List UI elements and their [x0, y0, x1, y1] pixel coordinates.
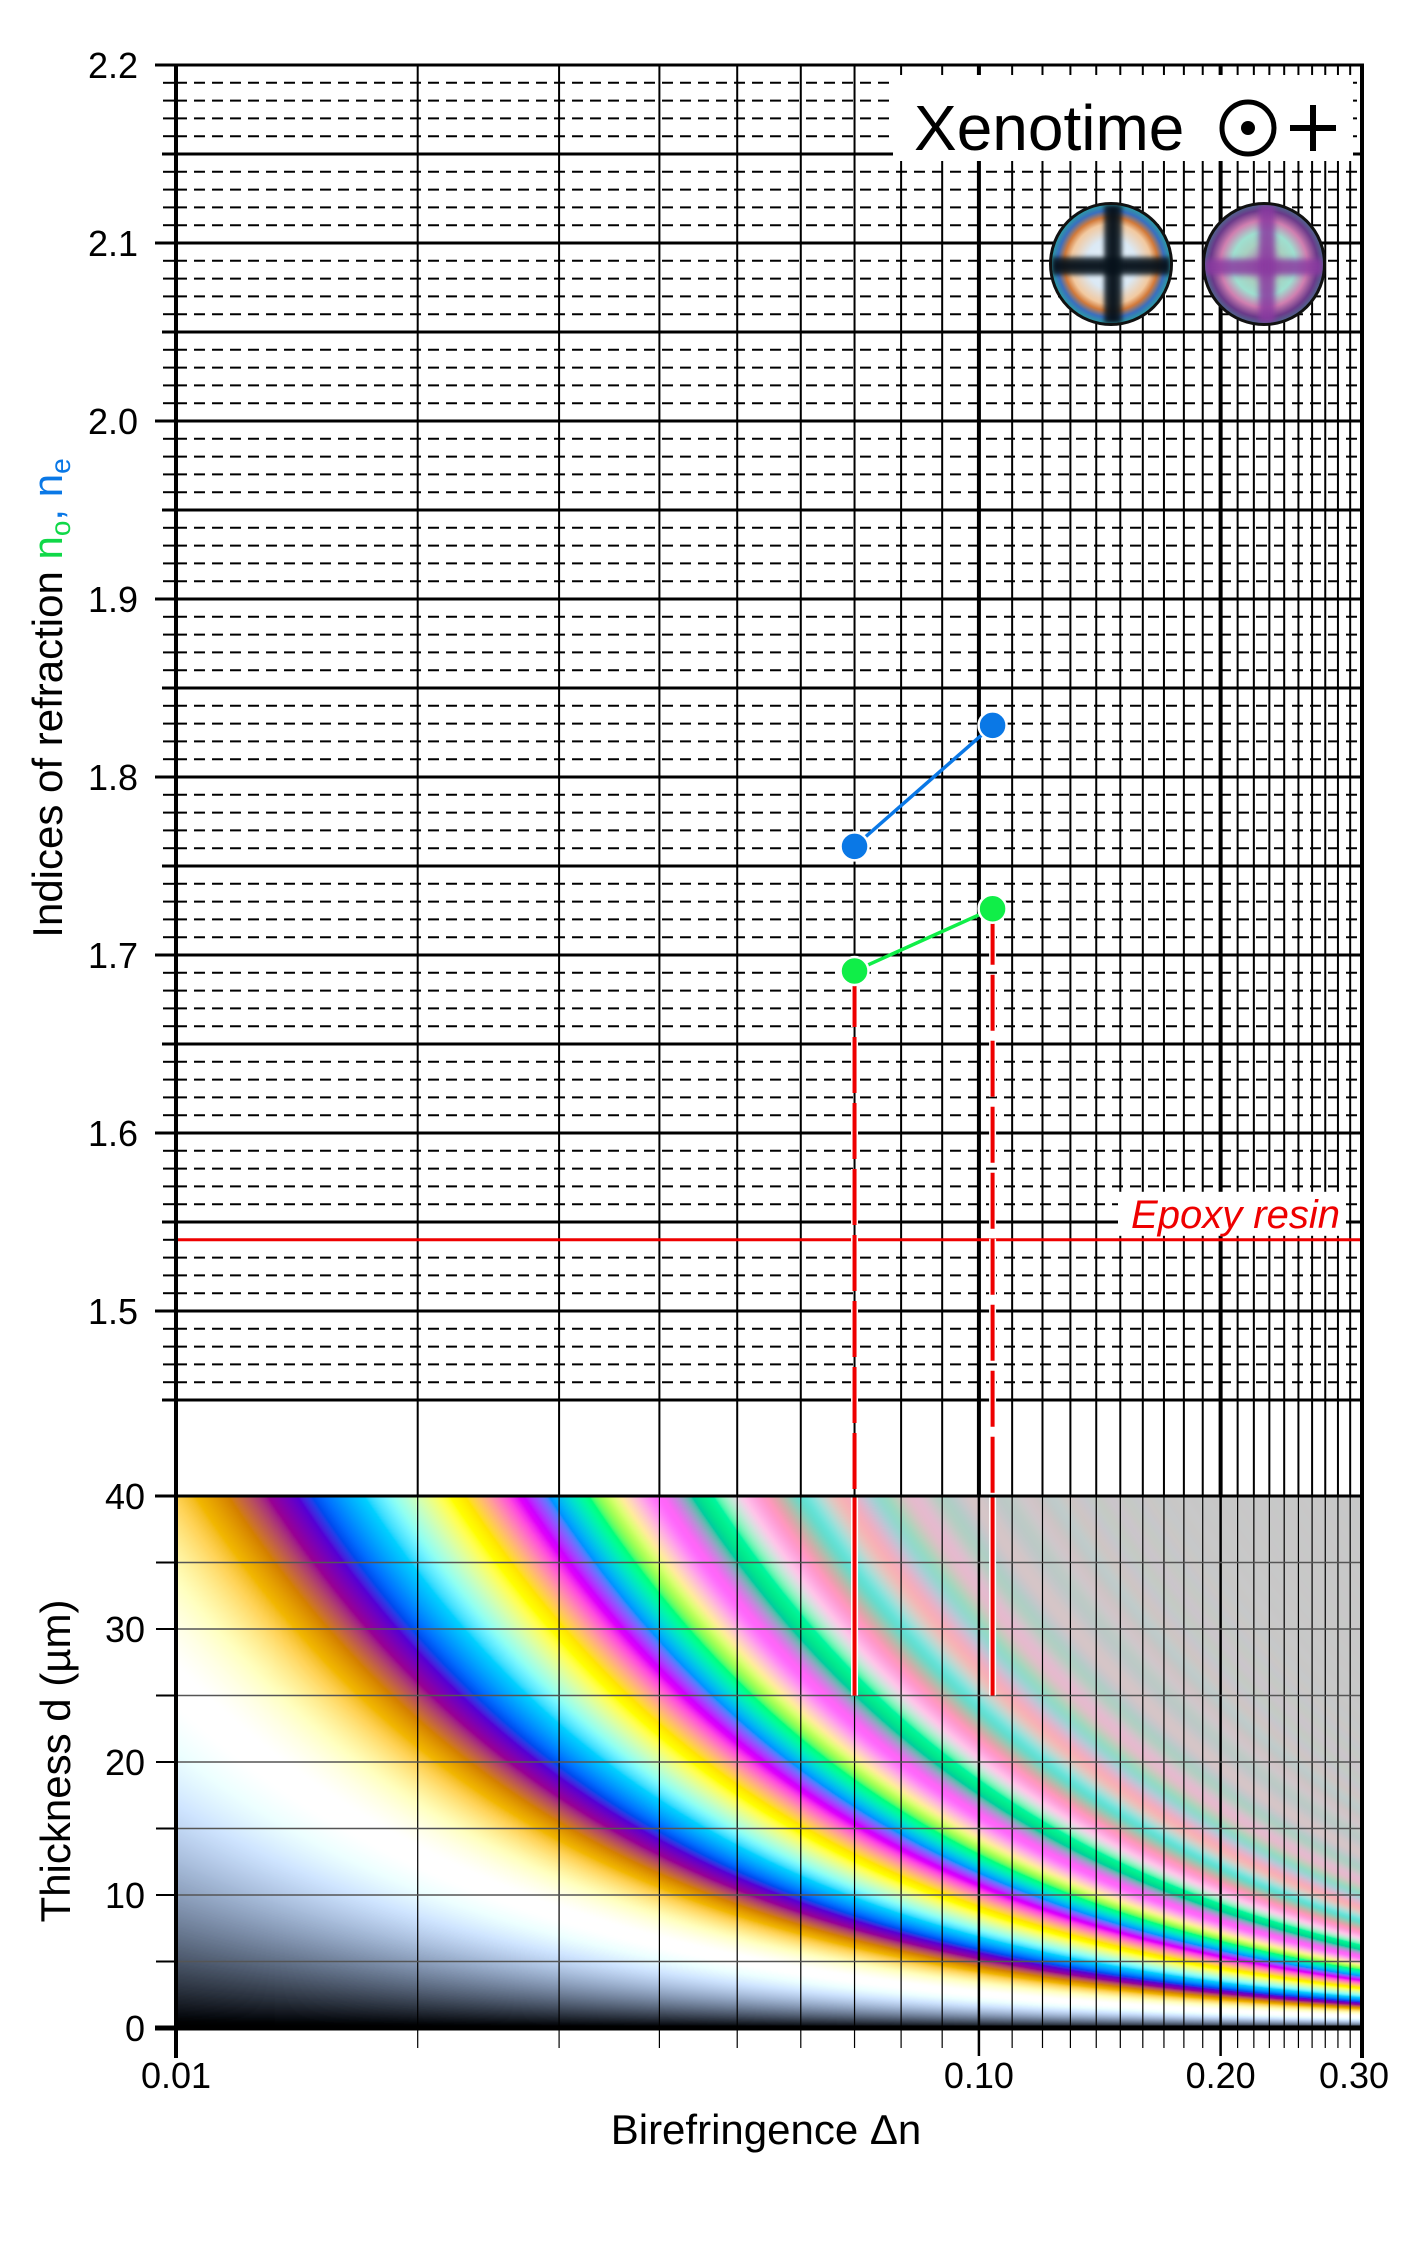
- title-background: [893, 75, 1353, 161]
- conoscopic-image-crossed-polars: [1049, 202, 1173, 326]
- label-separator: ,: [24, 497, 71, 520]
- y-upper-tick-label: 1.8: [88, 757, 138, 798]
- epoxy-label-background: [1118, 1191, 1346, 1236]
- chart-title: Xenotime: [914, 92, 1184, 164]
- x-tick-label: 0.20: [1186, 2055, 1256, 2096]
- y-axis-lower-label: Thickness d (µm): [32, 1600, 79, 1923]
- epoxy-resin-label: Epoxy resin: [1131, 1193, 1340, 1237]
- y-upper-tick-label: 1.9: [88, 579, 138, 620]
- y-axis-upper-label-text: Indices of refraction: [24, 571, 71, 938]
- x-axis-label: Birefringence Δn: [611, 2106, 922, 2153]
- y-lower-tick-label: 10: [105, 1875, 145, 1916]
- y-axis-upper-label: Indices of refraction no, ne: [24, 458, 76, 937]
- data-point-n-o: [839, 955, 870, 987]
- y-upper-tick-label: 1.7: [88, 935, 138, 976]
- y-upper-tick-label: 2.0: [88, 401, 138, 442]
- data-point-n-e: [839, 831, 870, 862]
- y-lower-tick-label: 40: [105, 1476, 145, 1517]
- y-lower-tick-label: 30: [105, 1609, 145, 1650]
- no-symbol: n: [24, 536, 71, 559]
- data-point-n-o: [977, 893, 1008, 924]
- title-box: Xenotime: [893, 75, 1353, 164]
- y-lower-tick-label: 20: [105, 1742, 145, 1783]
- y-upper-tick-label: 2.2: [88, 45, 138, 86]
- conoscopic-image-with-compensator: [1202, 202, 1326, 326]
- x-tick-label: 0.10: [944, 2055, 1014, 2096]
- ne-subscript: e: [45, 458, 76, 474]
- series-line-n-o: [853, 907, 994, 973]
- y-lower-tick-label: 0: [125, 2008, 145, 2049]
- data-point-n-e: [977, 710, 1008, 741]
- axes: 1.5 1.6 1.7 1.8 1.9 2.0 2.1 2.2 0 10 20 30 40 0.01 0.1…: [88, 45, 1389, 2096]
- reference-lines: Epoxy resin: [176, 1191, 1362, 1242]
- x-tick-label: 0.01: [141, 2055, 211, 2096]
- positive-sign-icon: [1290, 105, 1336, 151]
- y-upper-tick-label: 1.5: [88, 1291, 138, 1332]
- series-line-n-e: [853, 724, 994, 848]
- data-series: [839, 710, 1008, 987]
- ne-symbol: n: [24, 474, 71, 497]
- optic-axis-icon: [1219, 99, 1277, 157]
- grid: [155, 63, 1363, 2028]
- thickness-markers: [851, 908, 997, 1696]
- y-upper-tick-label: 2.1: [88, 223, 138, 264]
- no-subscript: o: [45, 521, 76, 537]
- y-upper-tick-label: 1.6: [88, 1113, 138, 1154]
- x-tick-label: 0.30: [1319, 2055, 1389, 2096]
